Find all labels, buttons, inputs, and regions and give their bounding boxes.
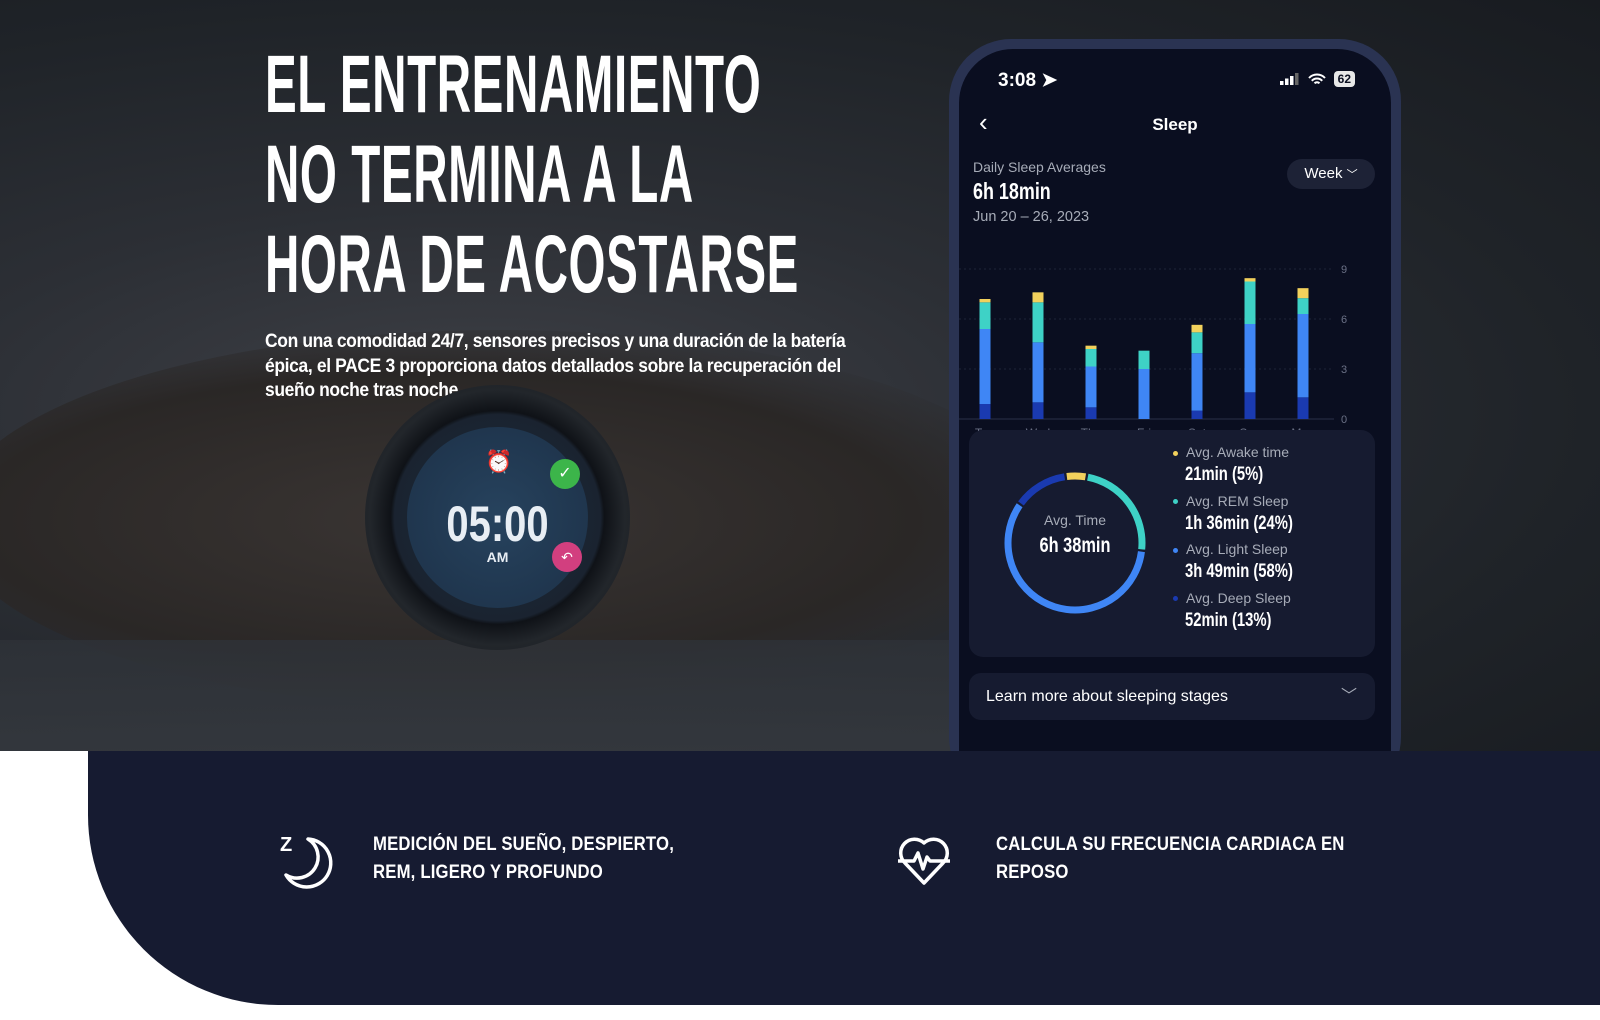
feature-sleep-text: MEDICIÓN DEL SUEÑO, DESPIERTO, REM, LIGER… xyxy=(373,834,675,883)
status-icons: 62 xyxy=(1279,71,1355,87)
snooze-icon: ↶ xyxy=(552,542,582,572)
stages-card: Avg. Time 6h 38min Avg. Awake time 21min … xyxy=(969,430,1375,657)
bar-deep-mon xyxy=(1297,397,1309,419)
legend-label: Avg. Light Sleep xyxy=(1173,541,1288,557)
bar-deep-tue xyxy=(979,404,991,419)
y-tick-label: 9 xyxy=(1341,264,1347,276)
alarm-icon: ⏰ xyxy=(485,449,513,474)
bar-rem-tue xyxy=(979,302,991,329)
bar-deep-thu xyxy=(1085,407,1097,419)
bar-rem-sun xyxy=(1244,281,1256,324)
summary-value: 6h 18min xyxy=(973,178,1051,204)
y-tick-label: 0 xyxy=(1341,414,1347,426)
bar-awake-sat xyxy=(1191,324,1203,333)
bar-light-mon xyxy=(1297,314,1309,398)
bar-light-sun xyxy=(1244,324,1256,393)
bar-rem-sat xyxy=(1191,332,1203,354)
svg-text:Z: Z xyxy=(280,834,292,856)
legend-value: 21min (5%) xyxy=(1185,464,1264,485)
watch-image: ⏰ 05:00 AM ✓ ↶ xyxy=(365,385,630,650)
feature-heart-text: CALCULA SU FRECUENCIA CARDIACA EN REPOSO xyxy=(996,834,1345,883)
signal-icon xyxy=(1279,73,1299,85)
watch-face: ⏰ 05:00 AM ✓ ↶ xyxy=(407,427,588,608)
y-tick-label: 6 xyxy=(1341,314,1347,326)
legend-dot xyxy=(1173,450,1178,456)
headline-line: NO TERMINA A LA xyxy=(265,129,694,220)
summary-label: Daily Sleep Averages xyxy=(973,159,1106,175)
bar-rem-thu xyxy=(1085,349,1097,367)
legend-label: Avg. Deep Sleep xyxy=(1173,590,1291,606)
wifi-icon xyxy=(1307,73,1326,84)
heart-rate-icon xyxy=(898,837,950,885)
status-time: 3:08 ➤ xyxy=(998,70,1058,91)
legend-value: 52min (13%) xyxy=(1185,609,1272,631)
bar-awake-thu xyxy=(1085,345,1097,349)
bar-rem-fri xyxy=(1138,350,1150,369)
bedsheet-photo xyxy=(0,640,1000,751)
bar-rem-mon xyxy=(1297,298,1309,314)
features-panel: Z MEDICIÓN DEL SUEÑO, DESPIERTO, REM, LIG… xyxy=(88,751,1600,1005)
donut-segment xyxy=(1004,472,1146,614)
donut-label: Avg. Time xyxy=(1044,512,1106,528)
legend-value: 1h 36min (24%) xyxy=(1185,512,1293,534)
legend-dot xyxy=(1173,547,1178,553)
bar-light-sat xyxy=(1191,353,1203,411)
location-arrow-icon: ➤ xyxy=(1041,70,1058,91)
date-range: Jun 20 – 26, 2023 xyxy=(973,209,1090,225)
watch-ampm: AM xyxy=(486,549,509,565)
moon-sleep-icon: Z xyxy=(280,834,333,889)
legend-label: Avg. Awake time xyxy=(1173,444,1289,460)
bar-deep-sun xyxy=(1244,392,1256,419)
bar-light-tue xyxy=(979,329,991,404)
phone-screen: 3:08 ➤ 62 ‹ Sleep Daily Sleep Averages 6… xyxy=(959,49,1391,751)
bar-awake-wed xyxy=(1032,292,1044,303)
sleep-bar-chart: 0369TueWedThuFriSatSunMon xyxy=(959,264,1347,440)
chevron-down-icon: ﹀ xyxy=(1340,688,1357,705)
headline-line: HORA DE ACOSTARSE xyxy=(265,219,799,310)
donut-segment xyxy=(1004,472,1146,614)
headline-line: EL ENTRENAMIENTO xyxy=(265,39,762,130)
legend-dot xyxy=(1173,499,1178,505)
period-dropdown[interactable]: Week ﹀ xyxy=(1287,159,1375,189)
bar-light-wed xyxy=(1032,342,1044,403)
headline: EL ENTRENAMIENTO NO TERMINA A LA HORA DE… xyxy=(265,40,799,310)
bar-light-fri xyxy=(1138,369,1150,419)
hero-section: EL ENTRENAMIENTO NO TERMINA A LA HORA DE… xyxy=(0,0,1600,751)
learn-more-accordion[interactable]: Learn more about sleeping stages ﹀ xyxy=(969,673,1375,720)
battery-icon: 62 xyxy=(1333,71,1355,87)
bar-rem-wed xyxy=(1032,302,1044,343)
bar-awake-mon xyxy=(1297,288,1309,299)
bar-deep-sat xyxy=(1191,410,1203,419)
bar-awake-sun xyxy=(1244,278,1256,282)
check-icon: ✓ xyxy=(550,459,580,489)
bar-deep-wed xyxy=(1032,402,1044,419)
legend-dot xyxy=(1173,596,1178,602)
y-tick-label: 3 xyxy=(1341,364,1347,376)
screen-title: Sleep xyxy=(1152,115,1198,134)
chevron-down-icon: ﹀ xyxy=(1346,169,1358,181)
legend-label: Avg. REM Sleep xyxy=(1173,493,1288,509)
sleep-donut xyxy=(1004,472,1146,614)
watch-time: 05:00 xyxy=(446,496,549,552)
bar-awake-tue xyxy=(979,299,991,303)
legend-value: 3h 49min (58%) xyxy=(1185,561,1293,582)
donut-value: 6h 38min xyxy=(1039,534,1111,557)
hero-paragraph: Con una comodidad 24/7, sensores preciso… xyxy=(265,331,846,401)
phone-mockup: 3:08 ➤ 62 ‹ Sleep Daily Sleep Averages 6… xyxy=(949,39,1401,751)
back-button[interactable]: ‹ xyxy=(979,107,988,137)
bar-light-thu xyxy=(1085,366,1097,408)
